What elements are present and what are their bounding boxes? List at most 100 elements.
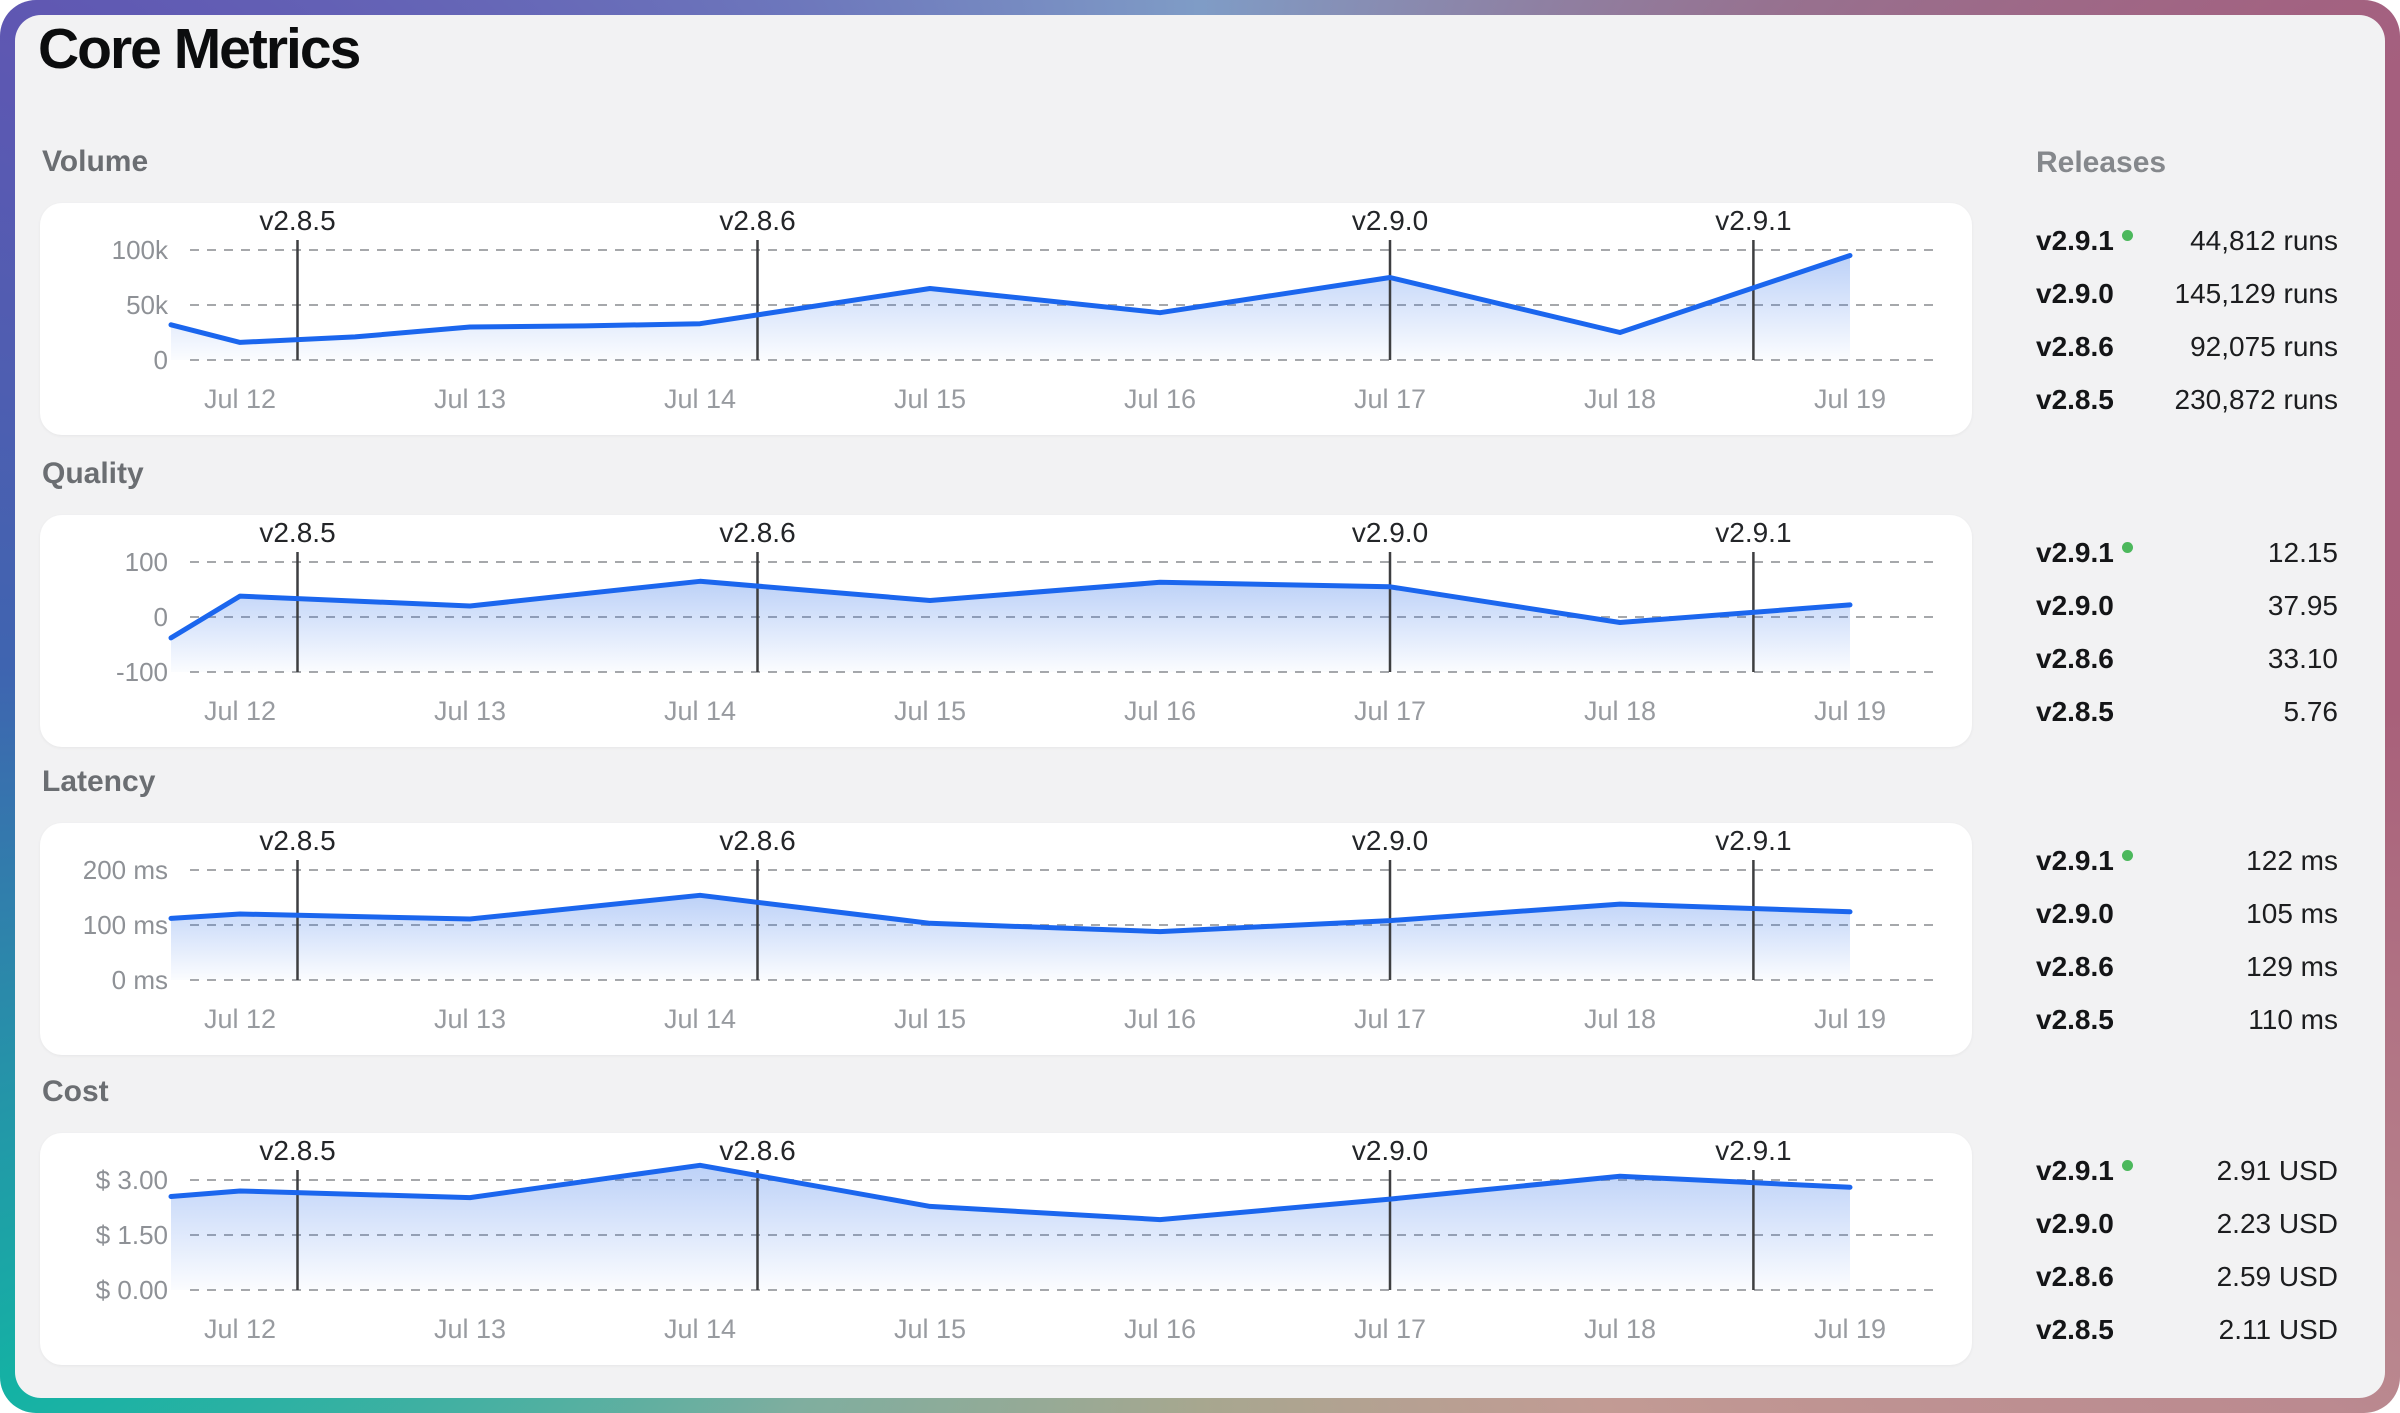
release-marker-label: v2.9.1 [1715,205,1791,236]
release-row[interactable]: v2.8.6 33.10 [2036,632,2338,685]
chart-cost[interactable]: $ 3.00 $ 1.50 $ 0.00 v2.8.5 v2.8.6 v2.9.0 v2.9… [40,1133,1972,1365]
release-row[interactable]: v2.8.6 2.59 USD [2036,1250,2338,1303]
release-marker-label: v2.8.5 [259,205,335,236]
y-tick-label: -100 [116,657,168,687]
x-tick-label: Jul 15 [894,384,966,414]
release-value: 230,872 runs [2174,383,2338,415]
release-row[interactable]: v2.8.5 110 ms [2036,993,2338,1046]
release-row[interactable]: v2.8.6 92,075 runs [2036,320,2338,373]
x-tick-label: Jul 18 [1584,1004,1656,1034]
x-tick-label: Jul 13 [434,696,506,726]
x-tick-label: Jul 19 [1814,1314,1886,1344]
release-version: v2.9.0 [2036,1207,2114,1239]
x-tick-label: Jul 13 [434,384,506,414]
release-row[interactable]: v2.9.1 2.91 USD [2036,1144,2338,1197]
x-tick-label: Jul 18 [1584,384,1656,414]
release-row[interactable]: v2.9.1 122 ms [2036,834,2338,887]
area-fill [171,255,1850,360]
release-marker-label: v2.8.6 [719,205,795,236]
release-version: v2.8.5 [2036,1003,2114,1035]
y-tick-label: 100k [112,235,169,265]
release-version: v2.8.6 [2036,950,2114,982]
release-row[interactable]: v2.9.1 12.15 [2036,526,2338,579]
release-row[interactable]: v2.8.5 5.76 [2036,685,2338,738]
release-version: v2.9.1 [2036,1155,2133,1187]
current-release-dot [2121,230,2133,241]
x-tick-label: Jul 14 [664,696,736,726]
trend-line [168,578,1853,641]
metric-label-cost: Cost [42,1075,109,1108]
area-fill [171,895,1850,980]
release-row[interactable]: v2.9.0 2.23 USD [2036,1197,2338,1250]
x-tick-label: Jul 17 [1354,696,1426,726]
x-tick-label: Jul 17 [1354,1314,1426,1344]
release-value: 33.10 [2267,642,2338,674]
release-version: v2.8.5 [2036,695,2114,727]
y-tick-label: 50k [126,290,169,320]
release-version: v2.8.5 [2036,1313,2114,1345]
chart-quality[interactable]: 100 0 -100 v2.8.5 v2.8.6 v2.9.0 v2.9.1 Jul 12 Ju… [40,515,1972,747]
release-marker-label: v2.9.0 [1352,205,1428,236]
release-version: v2.8.6 [2036,1260,2114,1292]
release-value: 110 ms [2248,1003,2338,1035]
release-marker-label: v2.9.1 [1715,825,1791,856]
chart-volume[interactable]: 100k 50k 0 v2.8.5 v2.8.6 v2.9.0 v2.9.1 Jul 12 Ju… [40,203,1972,435]
x-tick-label: Jul 16 [1124,1314,1196,1344]
metric-label-volume: Volume [42,145,149,178]
release-value: 129 ms [2246,950,2338,982]
x-tick-label: Jul 17 [1354,1004,1426,1034]
release-marker-label: v2.9.0 [1352,517,1428,548]
y-tick-label: 0 [154,345,168,375]
release-row[interactable]: v2.9.1 44,812 runs [2036,214,2338,267]
current-release-dot [2121,542,2133,553]
release-value: 105 ms [2246,897,2338,929]
x-tick-label: Jul 14 [664,1004,736,1034]
x-tick-label: Jul 19 [1814,1004,1886,1034]
release-version: v2.8.5 [2036,383,2114,415]
chart-panel-cost[interactable]: $ 3.00 $ 1.50 $ 0.00 v2.8.5 v2.8.6 v2.9.0 v2.9… [40,1133,1972,1365]
release-value: 44,812 runs [2190,224,2338,256]
current-release-dot [2121,850,2133,861]
x-tick-label: Jul 16 [1124,384,1196,414]
release-version: v2.8.6 [2036,642,2114,674]
x-tick-label: Jul 15 [894,696,966,726]
release-version: v2.9.0 [2036,277,2114,309]
release-row[interactable]: v2.8.6 129 ms [2036,940,2338,993]
release-row[interactable]: v2.8.5 230,872 runs [2036,373,2338,426]
release-row[interactable]: v2.9.0 145,129 runs [2036,267,2338,320]
x-tick-label: Jul 15 [894,1004,966,1034]
x-tick-label: Jul 16 [1124,1004,1196,1034]
release-marker-label: v2.9.1 [1715,517,1791,548]
release-row[interactable]: v2.9.0 37.95 [2036,579,2338,632]
y-tick-label: $ 0.00 [96,1275,168,1305]
trend-line [168,1162,1853,1223]
x-tick-label: Jul 12 [204,1004,276,1034]
release-marker-label: v2.8.6 [719,1135,795,1166]
x-tick-label: Jul 14 [664,1314,736,1344]
y-tick-label: 100 ms [83,910,168,940]
release-row[interactable]: v2.8.5 2.11 USD [2036,1303,2338,1356]
release-group-volume: v2.9.1 44,812 runs v2.9.0 145,129 runs v2.8.… [2036,214,2338,426]
metric-label-quality: Quality [42,457,144,490]
chart-panel-volume[interactable]: 100k 50k 0 v2.8.5 v2.8.6 v2.9.0 v2.9.1 Jul 12 Ju… [40,203,1972,435]
x-tick-label: Jul 19 [1814,696,1886,726]
y-tick-label: $ 1.50 [96,1220,168,1250]
x-tick-label: Jul 13 [434,1314,506,1344]
release-value: 2.11 USD [2218,1313,2338,1345]
release-marker-label: v2.8.6 [719,825,795,856]
chart-latency[interactable]: 200 ms 100 ms 0 ms v2.8.5 v2.8.6 v2.9.0 v2.9.1… [40,823,1972,1055]
x-tick-label: Jul 17 [1354,384,1426,414]
y-tick-label: 100 [125,547,168,577]
release-marker-label: v2.8.5 [259,825,335,856]
release-value: 2.91 USD [2216,1154,2338,1186]
release-version: v2.9.0 [2036,897,2114,929]
chart-panel-quality[interactable]: 100 0 -100 v2.8.5 v2.8.6 v2.9.0 v2.9.1 Jul 12 Ju… [40,515,1972,747]
release-row[interactable]: v2.9.0 105 ms [2036,887,2338,940]
chart-panel-latency[interactable]: 200 ms 100 ms 0 ms v2.8.5 v2.8.6 v2.9.0 v2.9.1… [40,823,1972,1055]
x-tick-label: Jul 12 [204,696,276,726]
current-release-dot [2121,1160,2133,1171]
release-version: v2.9.1 [2036,225,2133,257]
release-value: 145,129 runs [2174,277,2338,309]
release-group-latency: v2.9.1 122 ms v2.9.0 105 ms v2.8.6 129 ms v2.8… [2036,834,2338,1046]
